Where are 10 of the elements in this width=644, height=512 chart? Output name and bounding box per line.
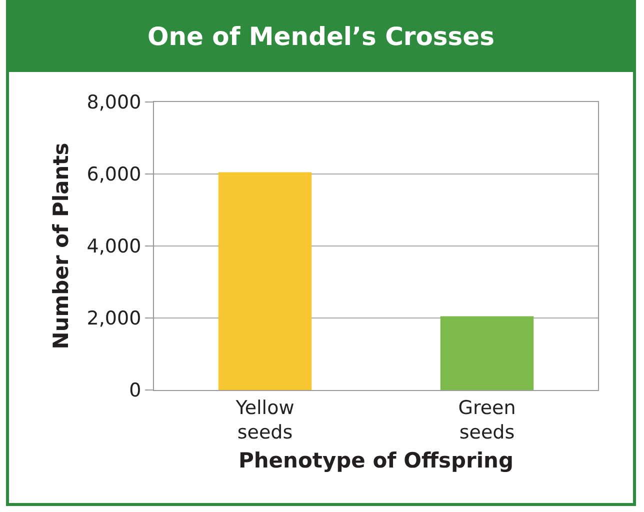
- x-tick-label: Yellow seeds: [234, 396, 294, 444]
- chart-title: One of Mendel’s Crosses: [9, 0, 633, 72]
- y-tick-label: 0: [129, 380, 142, 402]
- y-tick-label: 4,000: [86, 236, 142, 258]
- x-axis-title: Phenotype of Offspring: [238, 448, 514, 473]
- y-tick-label: 6,000: [86, 164, 142, 186]
- y-tick-label: 8,000: [86, 92, 142, 114]
- x-tick-label: Green seeds: [458, 396, 516, 444]
- y-tick-label: 2,000: [86, 308, 142, 330]
- y-axis-title: Number of Plants: [48, 142, 73, 350]
